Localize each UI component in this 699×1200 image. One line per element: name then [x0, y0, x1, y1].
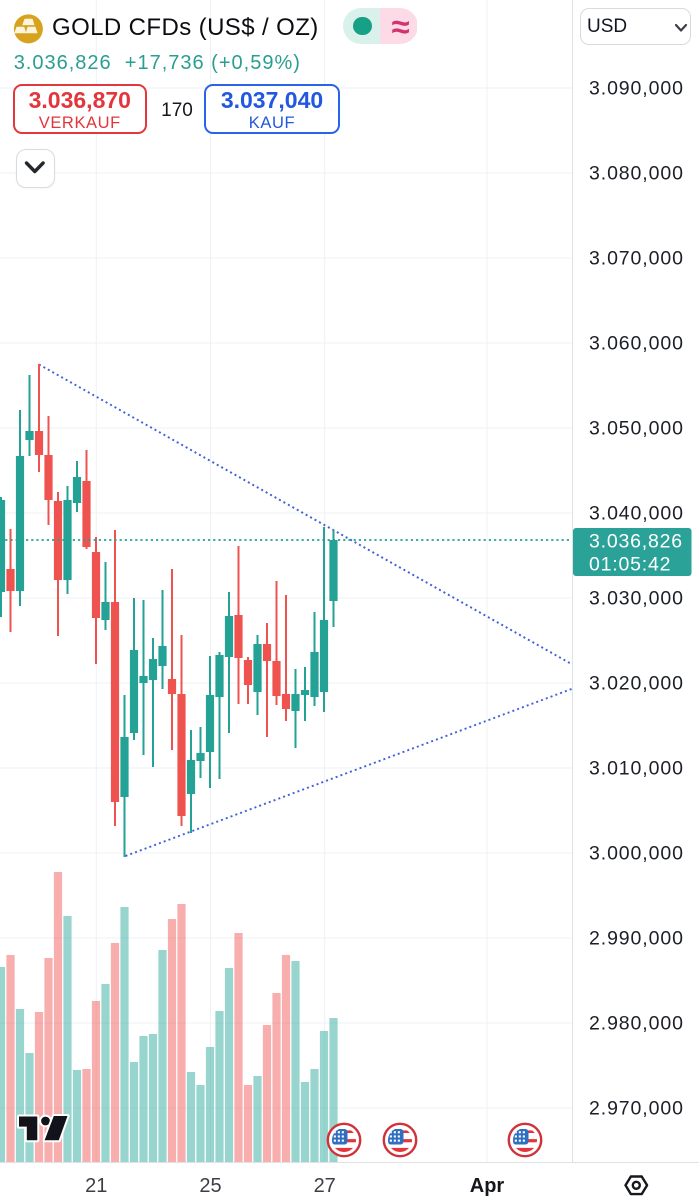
svg-text:2.980,000: 2.980,000 [589, 1013, 684, 1035]
svg-text:3.050,000: 3.050,000 [589, 418, 684, 440]
svg-text:3.030,000: 3.030,000 [589, 588, 684, 610]
svg-text:3.020,000: 3.020,000 [589, 673, 684, 695]
svg-text:3.070,000: 3.070,000 [589, 248, 684, 270]
svg-text:21: 21 [85, 1175, 107, 1197]
svg-text:3.080,000: 3.080,000 [589, 163, 684, 185]
svg-text:3.040,000: 3.040,000 [589, 503, 684, 525]
svg-text:27: 27 [314, 1175, 336, 1197]
svg-text:2.990,000: 2.990,000 [589, 928, 684, 950]
svg-text:25: 25 [199, 1175, 221, 1197]
svg-text:3.036,826: 3.036,826 [589, 531, 683, 553]
svg-text:01:05:42: 01:05:42 [589, 554, 671, 576]
svg-text:3.010,000: 3.010,000 [589, 758, 684, 780]
svg-text:3.060,000: 3.060,000 [589, 333, 684, 355]
svg-text:3.090,000: 3.090,000 [589, 78, 684, 100]
svg-text:2.970,000: 2.970,000 [589, 1098, 684, 1120]
svg-text:Apr: Apr [470, 1175, 505, 1197]
svg-text:3.000,000: 3.000,000 [589, 843, 684, 865]
